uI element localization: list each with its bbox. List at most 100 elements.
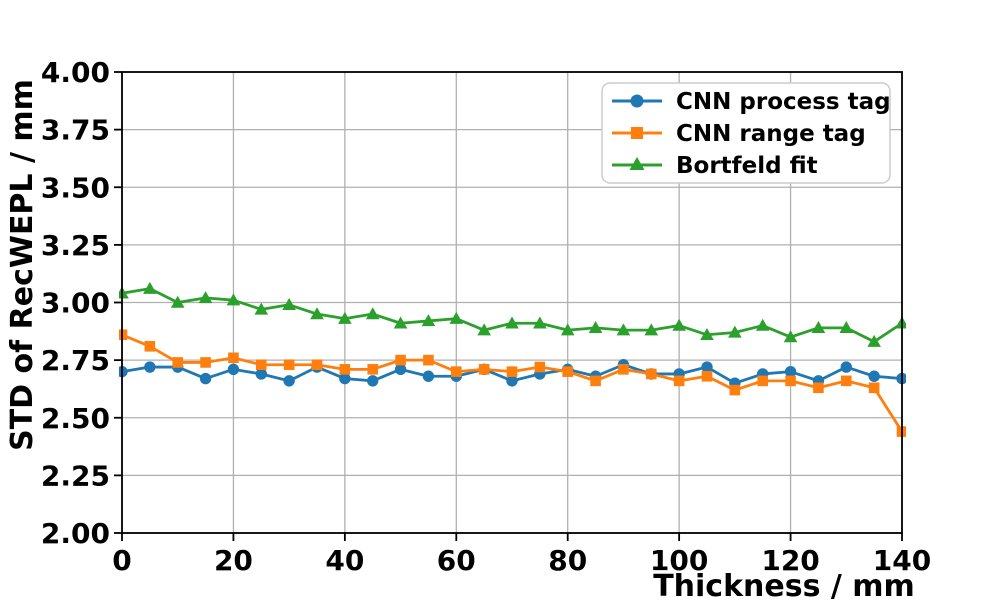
data-point-bortfeld-fit xyxy=(644,323,659,336)
data-point-cnn-process-tag xyxy=(144,361,156,373)
data-point-cnn-range-tag xyxy=(618,364,629,375)
data-point-cnn-range-tag xyxy=(840,375,852,387)
legend-label: CNN range tag xyxy=(676,121,866,147)
y-tick-label: 3.25 xyxy=(41,229,110,262)
data-series xyxy=(119,281,906,437)
data-point-bortfeld-fit xyxy=(755,318,770,331)
data-point-bortfeld-fit xyxy=(505,316,519,329)
data-point-cnn-range-tag xyxy=(729,384,741,396)
data-point-cnn-range-tag xyxy=(868,382,880,394)
data-point-bortfeld-fit xyxy=(226,293,241,306)
legend: CNN process tag CNN range tag Bortfeld f… xyxy=(601,82,891,184)
data-point-cnn-process-tag xyxy=(422,370,435,382)
data-point-bortfeld-fit xyxy=(867,334,881,347)
data-point-bortfeld-fit xyxy=(728,325,742,338)
data-point-cnn-range-tag xyxy=(785,375,796,387)
data-point-bortfeld-fit xyxy=(310,307,324,320)
x-tick-label: 60 xyxy=(437,544,476,577)
x-tick-label: 140 xyxy=(873,544,931,577)
data-point-bortfeld-fit xyxy=(672,318,686,331)
data-point-bortfeld-fit xyxy=(560,323,575,336)
data-point-cnn-range-tag xyxy=(144,340,156,352)
y-axis-label: STD of RecWEPL / mm xyxy=(5,79,40,451)
x-tick-label: 40 xyxy=(325,544,364,577)
data-point-cnn-range-tag xyxy=(283,359,295,371)
data-point-cnn-process-tag xyxy=(367,375,379,387)
y-tick-label: 4.00 xyxy=(41,56,110,89)
data-point-cnn-range-tag xyxy=(506,366,518,377)
data-point-bortfeld-fit xyxy=(839,321,854,334)
y-tick-label: 2.50 xyxy=(41,402,110,435)
data-point-bortfeld-fit xyxy=(533,316,547,329)
legend-item-cnn-process-tag: CNN process tag xyxy=(612,89,891,115)
data-point-cnn-range-tag xyxy=(339,364,351,375)
data-point-bortfeld-fit xyxy=(282,298,296,311)
legend-label: Bortfeld fit xyxy=(676,153,818,179)
data-point-cnn-process-tag xyxy=(227,363,240,376)
data-point-bortfeld-fit xyxy=(811,321,826,334)
data-point-cnn-range-tag xyxy=(423,354,434,366)
data-point-cnn-process-tag xyxy=(506,375,518,387)
data-point-bortfeld-fit xyxy=(143,281,157,294)
data-point-cnn-process-tag xyxy=(394,363,407,376)
legend-item-cnn-range-tag: CNN range tag xyxy=(612,121,866,147)
data-point-cnn-process-tag xyxy=(199,372,212,385)
x-axis-label: Thickness / mm xyxy=(653,569,915,600)
data-point-bortfeld-fit xyxy=(449,311,464,324)
y-tick-label: 3.50 xyxy=(41,171,110,204)
data-point-bortfeld-fit xyxy=(338,311,352,324)
data-point-cnn-process-tag xyxy=(339,372,351,385)
data-point-bortfeld-fit xyxy=(421,314,436,327)
data-point-cnn-process-tag xyxy=(255,368,267,380)
data-point-cnn-range-tag xyxy=(172,357,184,368)
data-point-bortfeld-fit xyxy=(365,307,380,320)
axis-ticks xyxy=(114,71,903,541)
y-tick-label: 3.75 xyxy=(41,114,110,147)
x-tick-label: 0 xyxy=(112,544,131,577)
x-tick-labels: 0 20 40 60 80 100 120 140 xyxy=(112,544,931,577)
data-point-cnn-range-tag xyxy=(255,359,267,371)
data-point-cnn-range-tag xyxy=(562,366,574,377)
legend-label: CNN process tag xyxy=(676,89,891,115)
y-tick-labels: 2.00 2.25 2.50 2.75 3.00 3.25 3.50 3.75 4.00 xyxy=(41,56,110,550)
x-tick-label: 120 xyxy=(761,544,819,577)
data-point-cnn-process-tag xyxy=(701,361,713,373)
data-point-bortfeld-fit xyxy=(783,330,798,343)
data-point-cnn-range-tag xyxy=(450,366,462,377)
data-point-cnn-range-tag xyxy=(200,357,211,368)
data-point-bortfeld-fit xyxy=(616,323,631,336)
data-point-bortfeld-fit xyxy=(700,327,714,340)
data-point-cnn-range-tag xyxy=(590,375,601,387)
y-tick-label: 2.25 xyxy=(41,459,110,492)
data-point-cnn-process-tag xyxy=(868,370,880,382)
data-point-cnn-range-tag xyxy=(367,364,379,375)
data-point-cnn-range-tag xyxy=(478,364,490,375)
circle-marker-icon xyxy=(630,94,644,108)
data-point-cnn-process-tag xyxy=(784,365,797,378)
data-point-cnn-range-tag xyxy=(757,375,769,387)
data-point-bortfeld-fit xyxy=(477,323,491,336)
y-tick-label: 2.75 xyxy=(41,344,110,377)
data-point-cnn-process-tag xyxy=(840,361,852,373)
data-point-bortfeld-fit xyxy=(170,295,185,308)
data-point-cnn-range-tag xyxy=(534,361,546,373)
data-point-cnn-range-tag xyxy=(645,368,657,380)
data-point-cnn-range-tag xyxy=(813,382,824,394)
data-point-cnn-range-tag xyxy=(119,329,128,341)
data-point-bortfeld-fit xyxy=(254,302,269,315)
data-point-cnn-range-tag xyxy=(701,370,713,382)
data-point-cnn-range-tag xyxy=(673,375,685,387)
data-point-cnn-range-tag xyxy=(311,359,323,371)
data-point-cnn-range-tag xyxy=(228,352,239,364)
data-point-bortfeld-fit xyxy=(393,316,408,329)
data-point-cnn-process-tag xyxy=(283,375,295,387)
x-tick-label: 80 xyxy=(548,544,587,577)
legend-box xyxy=(601,82,891,184)
data-point-bortfeld-fit xyxy=(588,321,603,334)
triangle-marker-icon xyxy=(629,157,645,170)
x-tick-label: 20 xyxy=(214,544,253,577)
legend-item-bortfeld-fit: Bortfeld fit xyxy=(612,153,818,179)
data-point-cnn-range-tag xyxy=(395,354,406,366)
